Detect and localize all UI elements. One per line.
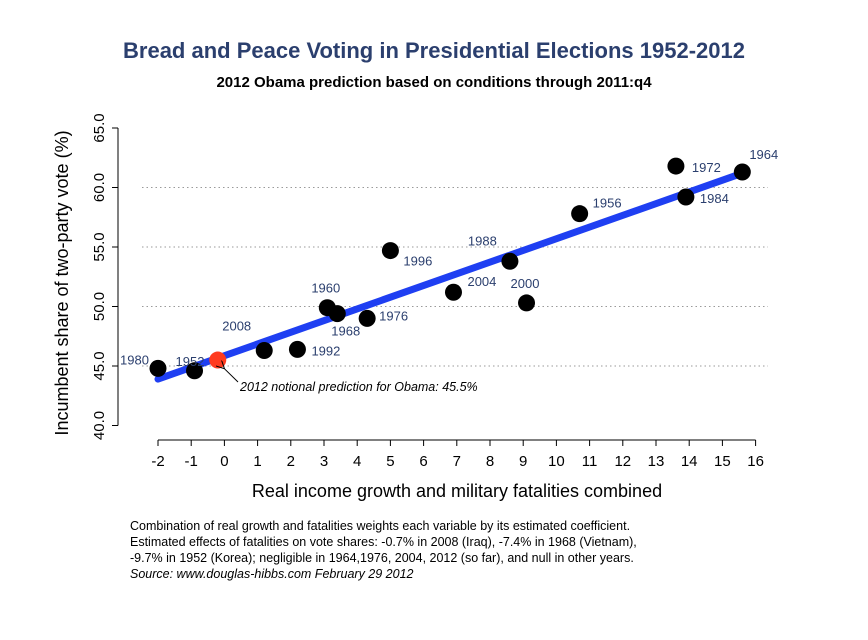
chart-title: Bread and Peace Voting in Presidential E… [123, 38, 745, 63]
fit-line-layer [154, 169, 746, 383]
x-tick-label: 1 [253, 453, 261, 470]
point-label: 2004 [467, 274, 496, 289]
data-point [677, 188, 695, 206]
x-tick-label: 2 [287, 453, 295, 470]
source-note: Source: www.douglas-hibbs.com February 2… [130, 567, 414, 581]
x-tick-label: 14 [681, 453, 698, 470]
point-label: 2008 [222, 319, 251, 334]
point-label: 1988 [468, 233, 497, 248]
x-axis-title: Real income growth and military fataliti… [252, 481, 662, 501]
prediction-arrow [224, 368, 239, 383]
point-label: 1996 [403, 254, 432, 269]
x-tick-label: 8 [486, 453, 494, 470]
footnote-line-1: Combination of real growth and fatalitie… [130, 519, 631, 533]
x-tick-label: 6 [419, 453, 427, 470]
y-tick-label: 55.0 [91, 232, 108, 261]
point-label: 1984 [700, 191, 729, 206]
x-tick-label: 5 [386, 453, 394, 470]
footnote-line-3: -9.7% in 1952 (Korea); negligible in 196… [130, 551, 634, 565]
point-label: 2000 [511, 276, 540, 291]
x-tick-label: 10 [548, 453, 565, 470]
y-tick-label: 60.0 [91, 173, 108, 202]
point-label: 1964 [749, 147, 778, 162]
prediction-annotation: 2012 notional prediction for Obama: 45.5… [239, 380, 478, 394]
footnote-line-2: Estimated effects of fatalities on vote … [130, 535, 637, 549]
data-point [733, 163, 751, 181]
x-tick-label: 15 [714, 453, 731, 470]
x-tick-label: 16 [747, 453, 764, 470]
data-point [571, 205, 589, 223]
point-label: 1976 [379, 308, 408, 323]
x-tick-label: 13 [648, 453, 665, 470]
y-tick-label: 50.0 [91, 292, 108, 321]
point-label: 1956 [593, 196, 622, 211]
axes: 40.045.050.055.060.065.0-2 -1 0 1 2 3 4 5 6 7 8 9 10… [52, 113, 764, 501]
point-labels: 1980 1952 2008 1992 1960 1968 1976 1996 2004 1988… [120, 147, 778, 369]
point-label: 1992 [311, 343, 340, 358]
prediction-annotation-group: 2012 notional prediction for Obama: 45.5… [224, 368, 478, 394]
point-label: 1972 [692, 160, 721, 175]
y-tick-label: 45.0 [91, 351, 108, 380]
data-point [518, 294, 536, 312]
y-tick-label: 40.0 [91, 411, 108, 440]
x-tick-label: -2 [151, 453, 164, 470]
y-tick-label: 65.0 [91, 113, 108, 142]
data-point [288, 340, 306, 358]
data-point [444, 283, 462, 301]
scatter-chart: 40.045.050.055.060.065.0-2 -1 0 1 2 3 4 5 6 7 8 9 10… [52, 113, 778, 501]
x-tick-label: 0 [220, 453, 228, 470]
data-point [358, 309, 376, 327]
point-label: 1980 [120, 352, 149, 367]
grid-lines [142, 187, 768, 367]
y-axis-title: Incumbent share of two-party vote (%) [52, 130, 72, 435]
x-tick-label: 11 [582, 453, 598, 470]
x-tick-label: -1 [185, 453, 198, 470]
data-point [381, 242, 399, 260]
data-points [149, 157, 751, 380]
point-label: 1968 [331, 324, 360, 339]
x-tick-label: 12 [614, 453, 631, 470]
data-point [255, 342, 273, 360]
data-point [186, 362, 204, 380]
data-point [149, 359, 167, 377]
x-tick-label: 4 [353, 453, 361, 470]
data-point [328, 305, 346, 323]
prediction-point [209, 351, 227, 369]
chart-subtitle: 2012 Obama prediction based on condition… [216, 74, 652, 91]
point-label: 1952 [176, 354, 205, 369]
data-point [667, 157, 685, 175]
x-tick-label: 3 [320, 453, 328, 470]
point-label: 1960 [311, 281, 340, 296]
x-tick-label: 9 [519, 453, 527, 470]
x-tick-label: 7 [453, 453, 461, 470]
data-point [501, 252, 519, 270]
fit-line [154, 169, 746, 383]
